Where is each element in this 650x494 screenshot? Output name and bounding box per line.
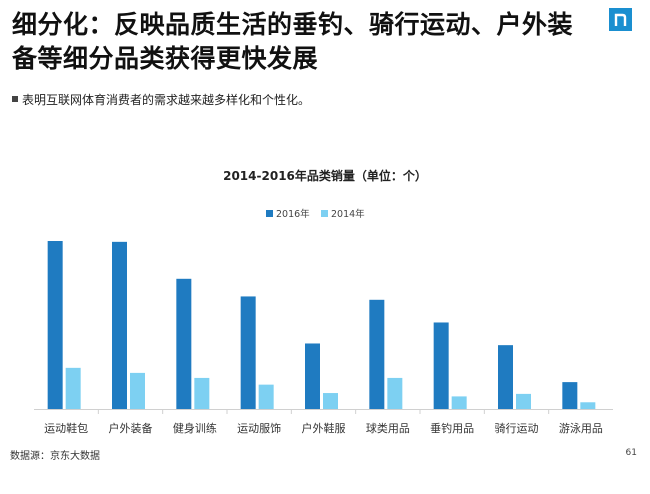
x-tick-label-8: 游泳用品 xyxy=(559,421,603,435)
n-letter-icon xyxy=(609,8,632,31)
bar-1-8 xyxy=(580,402,596,409)
bullet-square-icon xyxy=(12,96,18,102)
bar-0-3 xyxy=(240,296,256,409)
bar-0-2 xyxy=(176,278,192,409)
page-title: 细分化：反映品质生活的垂钓、骑行运动、户外装备等细分品类获得更快发展 xyxy=(12,10,574,73)
x-tick-label-0: 运动鞋包 xyxy=(44,421,88,435)
bar-0-6 xyxy=(433,322,449,409)
bar-0-5 xyxy=(369,299,385,409)
bar-1-5 xyxy=(387,377,403,409)
bar-1-2 xyxy=(194,377,210,409)
bar-0-4 xyxy=(305,343,320,409)
bar-0-1 xyxy=(112,241,127,409)
bar-1-1 xyxy=(130,372,145,409)
x-tick-label-2: 健身训练 xyxy=(173,421,217,435)
legend-swatch-0 xyxy=(266,210,273,217)
x-tick-label-1: 户外装备 xyxy=(109,421,153,435)
chart-title: 2014-2016年品类销量（单位：个） xyxy=(223,169,427,183)
legend-swatch-1 xyxy=(321,210,328,217)
source-note: 数据源：京东大数据 xyxy=(10,451,100,462)
bar-0-7 xyxy=(498,345,513,409)
bar-1-7 xyxy=(516,393,531,409)
bar-1-6 xyxy=(451,396,467,409)
legend-label-0: 2016年 xyxy=(276,208,310,220)
bar-0-0 xyxy=(47,241,63,409)
x-tick-label-3: 运动服饰 xyxy=(237,421,281,435)
x-tick-label-4: 户外鞋服 xyxy=(302,421,346,435)
bar-1-3 xyxy=(258,384,274,409)
bar-1-4 xyxy=(323,393,338,409)
page-number: 61 xyxy=(625,448,637,458)
bullet-text: 表明互联网体育消费者的需求越来越多样化和个性化。 xyxy=(12,92,310,108)
x-tick-label-7: 骑行运动 xyxy=(495,422,539,435)
legend-label-1: 2014年 xyxy=(331,208,365,220)
bar-0-8 xyxy=(562,382,578,409)
x-tick-label-5: 球类用品 xyxy=(366,421,410,435)
x-tick-label-6: 垂钓用品 xyxy=(430,421,474,435)
bar-1-0 xyxy=(65,367,81,409)
bullet-label: 表明互联网体育消费者的需求越来越多样化和个性化。 xyxy=(22,93,311,107)
